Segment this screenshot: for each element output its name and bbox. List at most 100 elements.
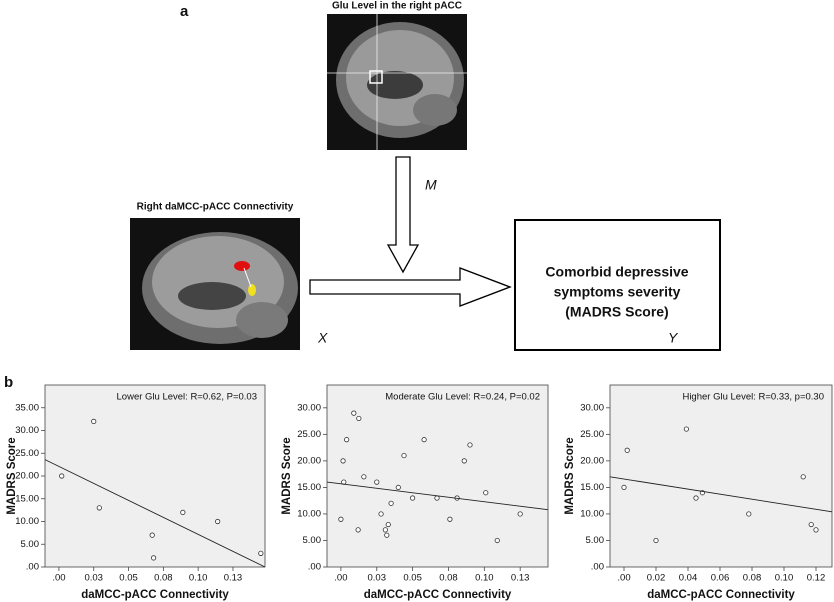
point (421, 437, 427, 443)
y-tick-label: 25.00 (297, 429, 321, 440)
point (746, 511, 752, 517)
point (653, 537, 659, 544)
point (374, 479, 380, 485)
y-tick-label: 30.00 (580, 402, 604, 413)
y-axis-label: MADRS Score (6, 437, 18, 514)
outcome-text: (MADRS Score) (565, 304, 668, 320)
x-tick-label: 0.10 (189, 573, 208, 584)
y-tick-label: 5.00 (21, 539, 40, 550)
plot-area (44, 384, 266, 568)
plot-area (609, 384, 833, 568)
x-tick-label: 0.06 (711, 573, 730, 584)
y-axis-label: MADRS Score (564, 437, 576, 514)
annotation: Lower Glu Level: R=0.62, P=0.03 (117, 392, 257, 403)
point (59, 473, 65, 479)
x-tick-label: 0.08 (439, 573, 458, 584)
brain-image (327, 14, 467, 150)
x-axis-label: daMCC-pACC Connectivity (81, 589, 229, 601)
x-tick-label: .00 (52, 573, 65, 584)
panel-label: b (4, 374, 13, 391)
x-tick-label: 0.10 (475, 573, 494, 584)
point (344, 437, 350, 443)
y-tick-label: .00 (26, 562, 39, 573)
point (483, 490, 489, 496)
point (621, 484, 627, 491)
point (461, 458, 467, 464)
point (340, 458, 346, 464)
y-tick-label: .00 (591, 562, 604, 573)
x-tick-label: 0.08 (743, 573, 762, 584)
y-tick-label: .00 (308, 562, 321, 573)
y-tick-label: 30.00 (297, 402, 321, 413)
plot-area (326, 384, 549, 568)
point (355, 527, 361, 533)
point (96, 505, 102, 511)
y-tick-label: 15.00 (580, 482, 604, 493)
down-arrow (386, 156, 420, 274)
y-tick-label: 15.00 (297, 482, 321, 493)
point (447, 516, 453, 522)
y-tick-label: 5.00 (586, 535, 605, 546)
outcome-box (514, 219, 721, 351)
y-tick-label: 10.00 (297, 508, 321, 519)
point (361, 474, 367, 480)
x-tick-label: 0.03 (368, 573, 387, 584)
x-tick-label: 0.13 (511, 573, 530, 584)
point (338, 516, 344, 522)
right-arrow (309, 267, 512, 307)
x-tick-label: .00 (334, 573, 347, 584)
point (149, 532, 155, 538)
y-tick-label: 20.00 (15, 471, 39, 482)
point (351, 410, 357, 416)
point (215, 518, 221, 525)
y-tick-label: 20.00 (297, 455, 321, 466)
point (356, 415, 362, 422)
point (467, 442, 473, 448)
point (517, 511, 523, 517)
y-tick-label: 20.00 (580, 455, 604, 466)
y-symbol: Y (668, 330, 679, 346)
y-tick-label: 25.00 (15, 448, 39, 459)
y-tick-label: 15.00 (15, 493, 39, 504)
x-tick-label: .00 (617, 573, 630, 584)
y-tick-label: 5.00 (303, 535, 322, 546)
x-tick-label: 0.05 (119, 573, 138, 584)
x-tick-label: 0.08 (154, 573, 173, 584)
outcome-text: symptoms severity (554, 284, 681, 300)
x-tick-label: 0.13 (224, 573, 243, 584)
point (180, 509, 186, 516)
x-axis-label: daMCC-pACC Connectivity (647, 589, 795, 601)
point (91, 418, 97, 424)
y-axis-label: MADRS Score (281, 437, 293, 514)
fit-line (44, 459, 266, 568)
annotation: Moderate Glu Level: R=0.24, P=0.02 (385, 392, 540, 403)
x-tick-label: 0.12 (807, 573, 826, 584)
x-tick-label: 0.04 (679, 573, 698, 584)
point (378, 511, 384, 517)
x-tick-label: 0.10 (775, 573, 794, 584)
panel-label: a (180, 3, 189, 20)
point (151, 555, 157, 561)
point (800, 474, 806, 480)
point (395, 484, 401, 491)
y-tick-label: 10.00 (580, 508, 604, 519)
point (385, 521, 391, 528)
point (401, 452, 407, 459)
outcome-text: Comorbid depressive (545, 264, 688, 280)
annotation: Higher Glu Level: R=0.33, p=0.30 (682, 392, 824, 403)
point (258, 550, 264, 556)
y-tick-label: 30.00 (15, 425, 39, 436)
point (494, 537, 500, 544)
brain-image (130, 218, 300, 350)
x-tick-label: 0.03 (84, 573, 103, 584)
x-tick-label: 0.05 (403, 573, 422, 584)
point (624, 447, 630, 453)
point (813, 527, 819, 533)
x-tick-label: 0.02 (647, 573, 666, 584)
fit-line (609, 476, 833, 513)
mediator-symbol: M (425, 177, 437, 193)
y-tick-label: 25.00 (580, 429, 604, 440)
y-tick-label: 10.00 (15, 516, 39, 527)
y-tick-label: 35.00 (15, 402, 39, 413)
